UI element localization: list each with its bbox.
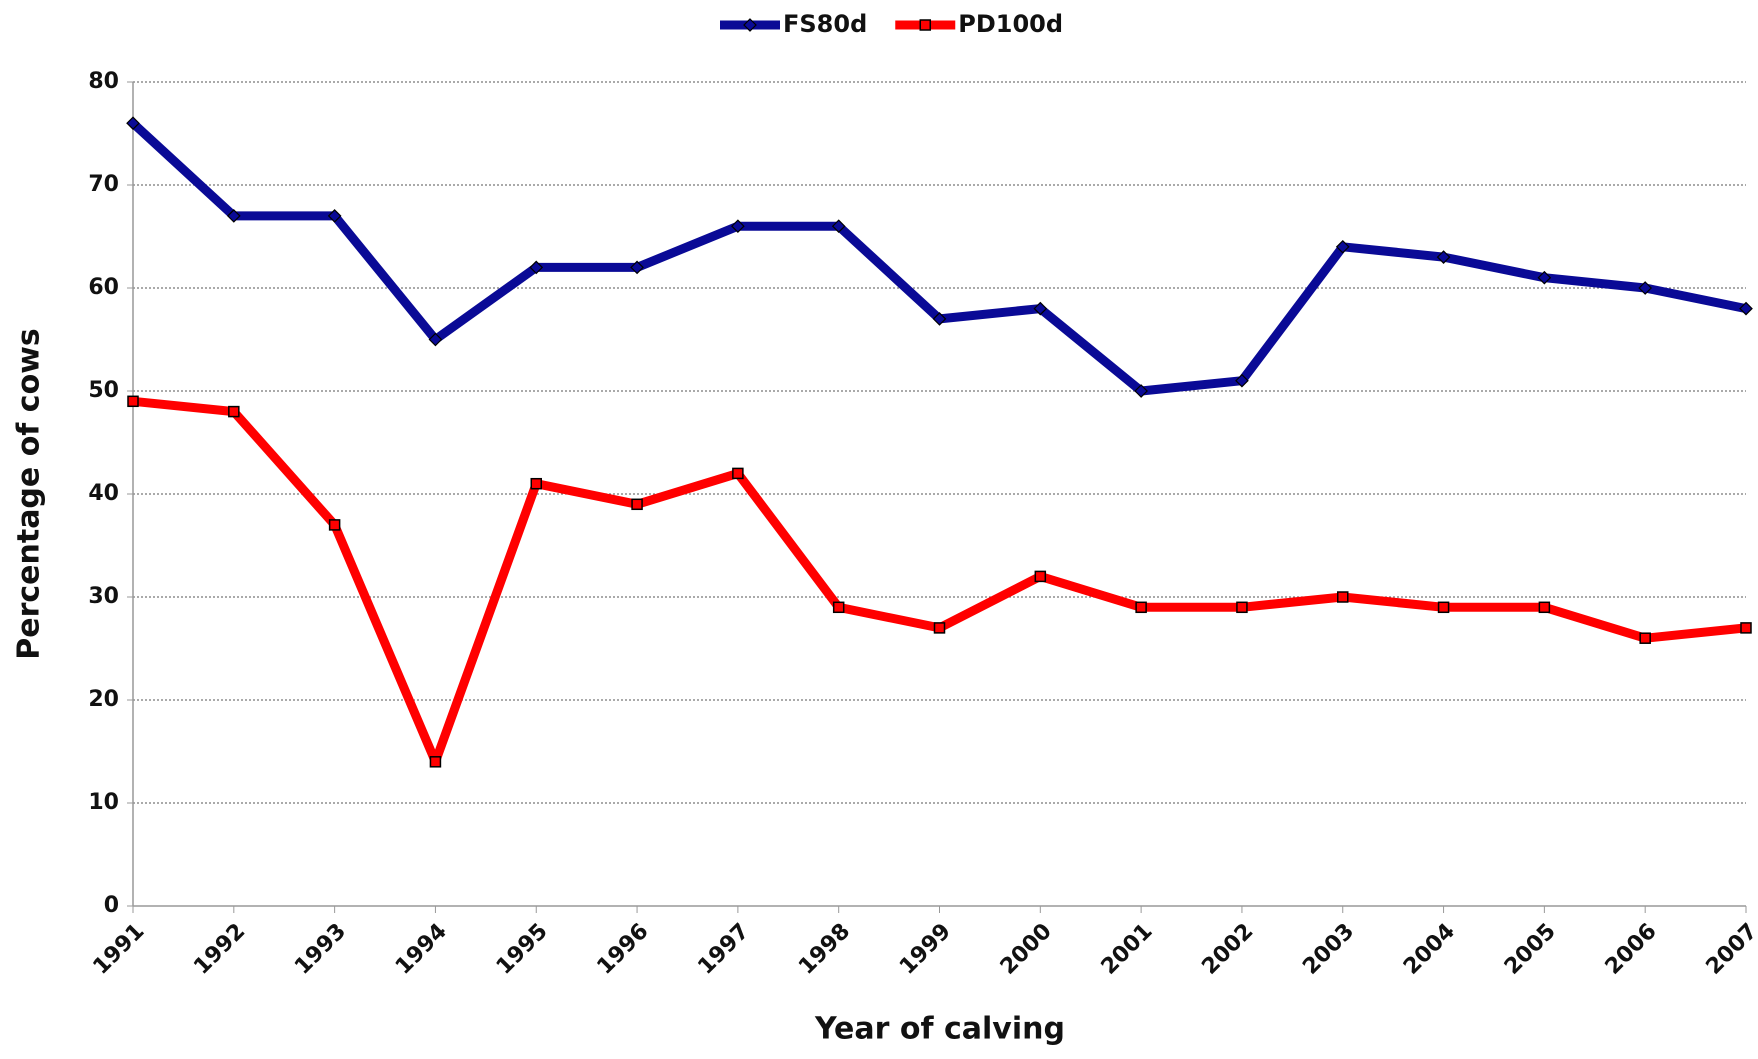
- x-axis-title: Year of calving: [814, 1012, 1065, 1047]
- y-tick-label: 0: [104, 893, 119, 918]
- point-marker: [1033, 301, 1048, 316]
- point-marker: [1236, 601, 1248, 614]
- point-marker: [529, 260, 544, 275]
- x-tick-label: 1995: [492, 919, 553, 980]
- y-tick-label: 70: [88, 172, 119, 197]
- point-marker: [933, 622, 946, 634]
- point-marker: [630, 260, 644, 275]
- x-tick-label: 1998: [794, 919, 855, 980]
- y-tick-label: 80: [88, 69, 119, 94]
- point-marker: [1436, 250, 1451, 264]
- x-tick-label: 1992: [189, 919, 250, 980]
- y-tick-label: 50: [88, 378, 119, 403]
- point-marker: [1337, 591, 1349, 603]
- x-tick-label: 1996: [593, 919, 654, 980]
- point-marker: [1134, 384, 1148, 398]
- x-tick-label: 2004: [1399, 919, 1460, 980]
- x-tick-label: 2005: [1500, 919, 1561, 980]
- y-tick-label: 40: [88, 481, 119, 506]
- x-tick-label: 2006: [1601, 919, 1662, 980]
- x-tick-label: 1994: [391, 919, 452, 980]
- point-marker: [1739, 301, 1753, 316]
- legend-marker: [919, 19, 932, 31]
- legend-marker: [743, 18, 757, 32]
- point-marker: [428, 332, 443, 347]
- point-marker: [226, 209, 241, 223]
- legend-label: FS80d: [783, 10, 867, 38]
- series-line: [132, 396, 1747, 767]
- point-marker: [731, 219, 745, 234]
- y-axis-title: Percentage of cows: [12, 328, 47, 660]
- x-tick-label: 1999: [895, 919, 956, 980]
- x-tick-label: 1997: [693, 919, 754, 980]
- point-marker: [1235, 373, 1249, 388]
- point-marker: [1437, 601, 1450, 614]
- x-tick-label: 1993: [290, 919, 351, 980]
- point-marker: [328, 519, 341, 531]
- point-marker: [1639, 632, 1651, 644]
- point-marker: [1135, 601, 1147, 614]
- y-tick-label: 30: [88, 584, 119, 609]
- x-tick-label: 2003: [1298, 919, 1359, 980]
- point-marker: [832, 601, 845, 614]
- point-marker: [127, 395, 139, 408]
- x-tick-label: 2000: [996, 919, 1057, 980]
- point-marker: [530, 477, 542, 490]
- point-marker: [831, 219, 846, 234]
- x-tick-label: 2007: [1702, 919, 1758, 980]
- point-marker: [1335, 239, 1350, 254]
- point-marker: [932, 312, 947, 326]
- y-tick-label: 60: [88, 275, 119, 300]
- point-marker: [1638, 281, 1653, 295]
- point-marker: [126, 116, 140, 131]
- point-marker: [327, 209, 342, 223]
- point-marker: [429, 756, 442, 768]
- point-marker: [1740, 622, 1752, 634]
- x-tick-label: 2001: [1097, 919, 1158, 980]
- point-marker: [228, 405, 240, 418]
- point-marker: [732, 467, 744, 480]
- x-tick-label: 1991: [89, 919, 150, 980]
- y-tick-label: 20: [88, 687, 119, 712]
- legend-label: PD100d: [958, 10, 1063, 38]
- point-marker: [631, 498, 643, 511]
- point-marker: [1034, 570, 1047, 583]
- series-line: [129, 119, 1747, 396]
- point-marker: [1538, 601, 1551, 614]
- y-tick-label: 10: [88, 790, 119, 815]
- point-marker: [1537, 270, 1552, 285]
- x-tick-label: 2002: [1197, 919, 1258, 980]
